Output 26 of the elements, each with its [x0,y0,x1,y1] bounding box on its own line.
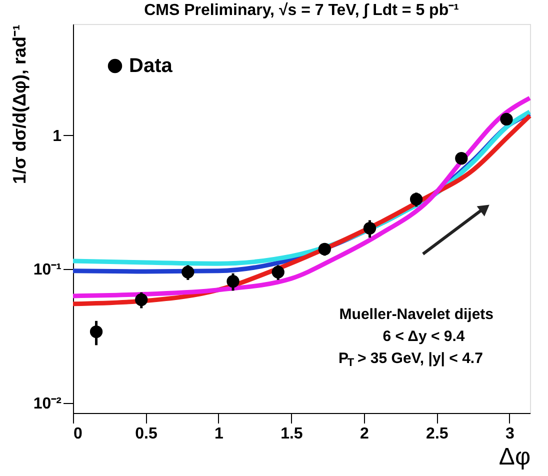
point [90,325,103,338]
y-tick-label: 10⁻¹ [33,262,62,279]
annotation: 6 < Δy < 9.4 [382,328,466,345]
y-tick-label: 1 [52,128,62,145]
annotation: Mueller-Navelet dijets [339,306,494,323]
x-axis-title: Δφ [498,444,530,470]
point [500,112,513,126]
y-axis-title: 1/σ dσ/d(Δφ), rad⁻¹ [9,24,30,184]
point [410,192,423,206]
x-tick-label: 3 [505,426,514,442]
x-tick-label: 0 [74,426,82,442]
point [318,242,331,256]
x-tick-label: 0.5 [135,426,158,442]
point [272,266,284,278]
chart-title: CMS Preliminary, √s = 7 TeV, ∫ Ldt = 5 pb⁻¹ [144,2,459,19]
x-tick-label: 2.5 [426,426,448,442]
point [455,152,468,165]
x-tick-label: 2 [360,426,369,442]
point [135,293,148,306]
x-tick-label: 1 [214,426,224,442]
x-tick-label: 1.5 [280,426,303,442]
point [182,266,194,278]
legend-label: Data [129,55,174,77]
point [363,222,376,235]
y-tick-label: 10⁻² [33,395,62,412]
point [226,275,240,288]
